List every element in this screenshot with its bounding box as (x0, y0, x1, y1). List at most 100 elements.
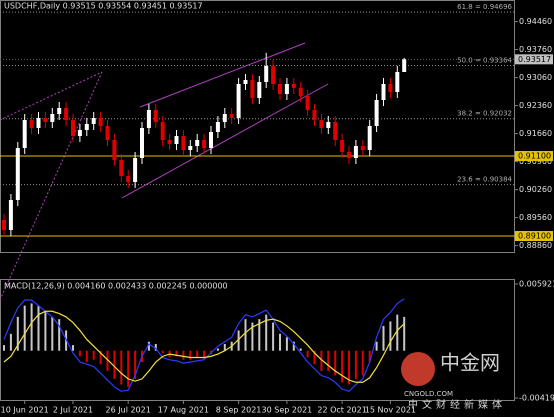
watermark: 中金网 CNGOLD.COM 中文财经新媒体 (401, 351, 506, 411)
x-tick-label: 17 Aug 2021 (158, 406, 209, 415)
candle-body (353, 146, 358, 158)
y-tick-label: 0.005921 (519, 280, 554, 289)
candle-body (140, 128, 144, 158)
chart-title: USDCHF,Daily 0.93515 0.93554 0.93451 0.9… (4, 2, 203, 11)
candle-body (319, 120, 324, 128)
candle-body (43, 118, 48, 122)
price-frame (0, 0, 515, 253)
candle-body (188, 146, 193, 150)
candle-body (167, 140, 172, 144)
candle-body (402, 59, 407, 72)
candle-body (77, 130, 82, 136)
candle-body (284, 84, 289, 94)
y-tick-label: 0.91660 (519, 129, 552, 138)
candle-body (374, 100, 379, 126)
macd-title: MACD(12,26,9) 0.004160 0.002433 0.002245… (4, 282, 228, 291)
candle-body (305, 96, 310, 110)
candle-body (64, 108, 69, 120)
y-tick-label: -0.004196 (519, 394, 554, 403)
x-tick-label: 26 Jul 2021 (106, 406, 151, 415)
fib-label: 23.6 = 0.90384 (457, 176, 512, 184)
candle-body (98, 118, 103, 126)
fib-label: 61.8 = 0.94696 (457, 3, 512, 11)
macd-line (3, 298, 405, 392)
channel-line (0, 71, 103, 121)
candle-body (243, 80, 248, 84)
watermark-logo (401, 352, 435, 386)
x-tick-label: 10 Jun 2021 (1, 406, 49, 415)
candle-body (291, 84, 296, 88)
y-tick-label: 0.88860 (519, 241, 552, 250)
channel-line (139, 42, 306, 108)
h-level-box (515, 151, 553, 161)
candle-body (84, 124, 89, 130)
candle-body (91, 118, 96, 124)
candle-body (174, 136, 179, 144)
current-price-label: 0.93517 (518, 55, 551, 64)
x-tick-label: 15 Nov 2021 (365, 406, 416, 415)
candle-body (215, 122, 220, 132)
h-level-label: 0.89100 (518, 232, 551, 241)
y-tick-label: 0.90960 (519, 157, 552, 166)
candle-body (229, 114, 234, 118)
watermark-tagline: 中文财经新媒体 (408, 398, 506, 411)
candle-body (112, 140, 117, 160)
candle-body (119, 160, 124, 176)
candle-body (36, 118, 41, 128)
candle-body (209, 132, 213, 148)
candle-body (22, 120, 27, 148)
current-price-box (515, 54, 553, 65)
candle-body (278, 84, 282, 94)
candle-body (381, 84, 386, 100)
y-tick-label: 0.93060 (519, 73, 552, 82)
candle-body (146, 110, 151, 128)
candle-body (153, 110, 158, 122)
candle-body (29, 120, 34, 128)
y-tick-label: 0.92360 (519, 101, 552, 110)
candle-body (347, 152, 351, 158)
candle-body (71, 120, 75, 136)
x-tick-label: 2 Jul 2021 (53, 406, 93, 415)
channel-line (121, 83, 329, 199)
candle-body (133, 158, 138, 182)
candle-body (181, 136, 186, 150)
fib-label: 50.0 = 0.93364 (457, 56, 512, 64)
candle-body (57, 108, 62, 114)
candle-body (50, 114, 55, 122)
candle-body (195, 140, 200, 146)
watermark-site: CNGOLD.COM (404, 390, 453, 398)
x-tick-label: 8 Sep 2021 (216, 406, 262, 415)
candle-body (2, 220, 6, 230)
candle-body (395, 72, 400, 92)
candle-body (312, 110, 317, 120)
candle-body (264, 66, 269, 82)
y-tick-label: 0.89560 (519, 213, 552, 222)
candle-body (367, 126, 372, 150)
y-tick-label: 0.94460 (519, 17, 552, 26)
candle-body (126, 176, 131, 182)
candle-body (202, 140, 207, 148)
candle-body (15, 148, 20, 200)
x-tick-label: 30 Sep 2021 (262, 406, 313, 415)
candle-body (160, 122, 165, 140)
macd-line (3, 310, 405, 383)
watermark-brand: 中金网 (440, 351, 500, 375)
candle-body (250, 80, 255, 98)
candle-body (105, 126, 110, 140)
candle-body (333, 122, 338, 140)
h-level-label: 0.91100 (518, 152, 551, 161)
candle-body (236, 84, 241, 118)
fib-label: 38.2 = 0.92032 (457, 110, 512, 118)
candle-body (298, 88, 303, 96)
candle-body (257, 82, 262, 98)
candle-body (222, 114, 227, 122)
y-tick-label: 0.93760 (519, 45, 552, 54)
y-tick-label: 0.90260 (519, 185, 552, 194)
candle-body (8, 200, 13, 230)
candle-body (388, 84, 393, 92)
x-tick-label: 22 Oct 2021 (317, 406, 366, 415)
candle-body (360, 146, 365, 150)
h-level-box (515, 231, 553, 241)
